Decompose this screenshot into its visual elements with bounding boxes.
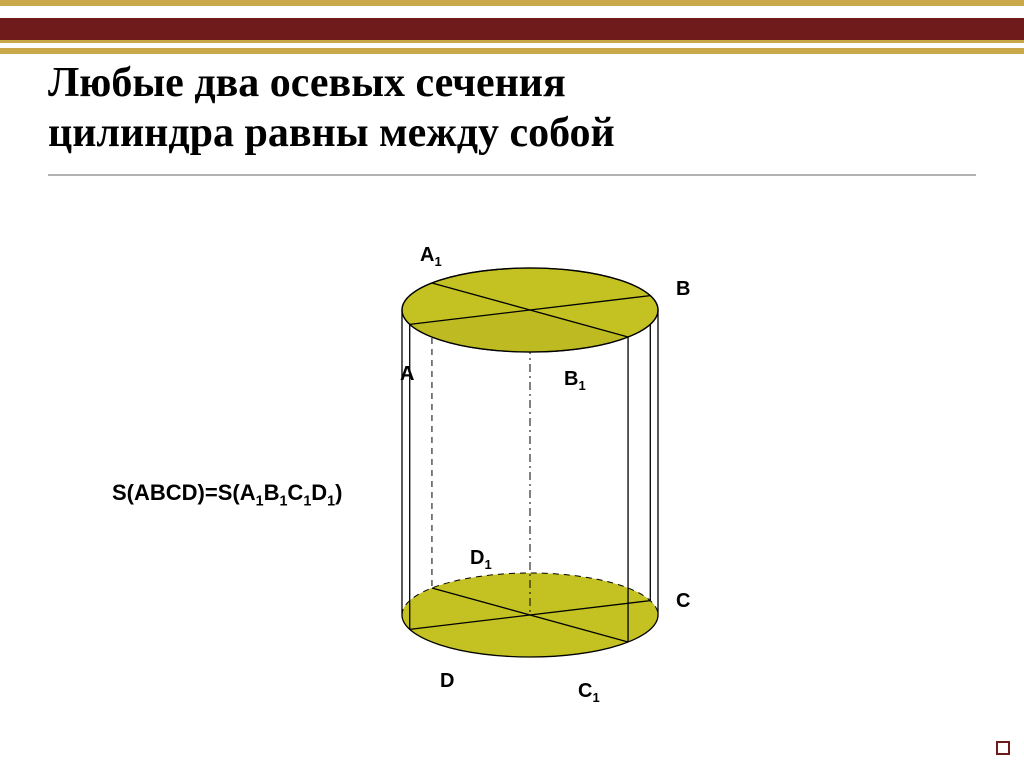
label-d: D	[440, 670, 454, 693]
label-c: C	[676, 590, 690, 613]
footer-square-icon	[996, 741, 1010, 755]
cylinder-svg	[0, 0, 1024, 767]
label-b1: B1	[564, 368, 586, 393]
label-c1: C1	[578, 680, 600, 705]
label-a: A	[400, 363, 414, 386]
label-d1: D1	[470, 547, 492, 572]
label-a1: A1	[420, 244, 442, 269]
formula: S(ABCD)=S(A1B1C1D1)	[112, 480, 342, 509]
label-b: B	[676, 278, 690, 301]
